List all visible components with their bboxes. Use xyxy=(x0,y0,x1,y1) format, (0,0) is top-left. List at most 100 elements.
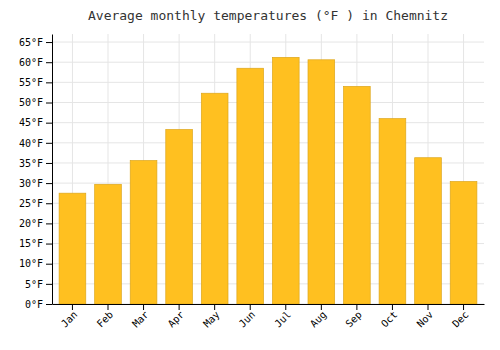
tick-label: 35°F xyxy=(19,158,43,169)
tick-mark xyxy=(108,304,109,310)
tick: Aug xyxy=(308,304,329,330)
tick-label: Sep xyxy=(343,309,364,330)
tick-label: 0°F xyxy=(25,299,43,310)
axis-line xyxy=(52,35,53,305)
axis-line xyxy=(53,304,485,305)
bar xyxy=(59,193,86,304)
bar xyxy=(237,68,264,304)
tick: Sep xyxy=(343,304,364,330)
tick-mark xyxy=(46,304,52,305)
tick-mark xyxy=(250,304,251,310)
grid xyxy=(52,34,484,304)
tick-label: Nov xyxy=(415,309,436,330)
tick: 45°F xyxy=(19,117,52,128)
tick-label: Aug xyxy=(308,309,329,330)
bar xyxy=(415,158,442,304)
tick-label: Jul xyxy=(272,309,293,330)
tick-mark xyxy=(46,284,52,285)
tick: 55°F xyxy=(19,77,52,88)
tick-mark xyxy=(179,304,180,310)
tick-label: Feb xyxy=(95,309,116,330)
tick-mark xyxy=(463,304,464,310)
tick-mark xyxy=(46,244,52,245)
tick-mark xyxy=(46,163,52,164)
tick-label: Jun xyxy=(237,309,258,330)
tick: 10°F xyxy=(19,258,52,269)
tick-mark xyxy=(46,143,52,144)
tick-label: 20°F xyxy=(19,218,43,229)
tick-mark xyxy=(214,304,215,310)
tick-mark xyxy=(321,304,322,310)
tick: 25°F xyxy=(19,198,52,209)
tick-mark xyxy=(46,82,52,83)
y-axis: 0°F 5°F 10°F 15°F 20°F 25°F 30°F 35°F 40°F 45°F 50… xyxy=(19,35,53,310)
tick-mark xyxy=(46,103,52,104)
tick-mark xyxy=(46,223,52,224)
tick-label: Jan xyxy=(59,309,80,330)
tick-label: 50°F xyxy=(19,97,43,108)
tick-mark xyxy=(46,123,52,124)
tick-mark xyxy=(46,203,52,204)
tick-label: 10°F xyxy=(19,258,43,269)
bar xyxy=(450,181,477,304)
bar xyxy=(201,93,228,304)
tick-mark xyxy=(392,304,393,310)
title: Average monthly temperatures (°F ) in Ch… xyxy=(88,8,448,23)
tick-mark xyxy=(46,62,52,63)
tick: Mar xyxy=(130,304,151,330)
tick-label: 40°F xyxy=(19,138,43,149)
tick: 15°F xyxy=(19,238,52,249)
tick-mark xyxy=(72,304,73,310)
plot: Jan Feb Mar Apr May Jun Jul Aug Sep Oct Nov Dec 0°F 5… xyxy=(19,34,485,330)
tick: Jan xyxy=(59,304,80,330)
tick-label: 25°F xyxy=(19,198,43,209)
tick: Dec xyxy=(450,304,471,330)
tick: Jun xyxy=(237,304,258,330)
bar xyxy=(166,130,193,304)
bar xyxy=(95,184,122,304)
tick: 35°F xyxy=(19,158,52,169)
tick: May xyxy=(201,304,222,330)
grid-line xyxy=(52,102,484,103)
grid-line xyxy=(52,122,484,123)
tick-label: May xyxy=(201,309,222,330)
tick-label: 45°F xyxy=(19,117,43,128)
bar xyxy=(130,161,157,304)
tick-label: 5°F xyxy=(25,279,43,290)
tick-label: 60°F xyxy=(19,57,43,68)
bar xyxy=(308,60,335,304)
tick: 50°F xyxy=(19,97,52,108)
tick-mark xyxy=(356,304,357,310)
tick-label: Dec xyxy=(450,309,471,330)
tick: Jul xyxy=(272,304,293,330)
tick: Feb xyxy=(95,304,116,330)
tick: 40°F xyxy=(19,138,52,149)
tick: 5°F xyxy=(25,279,52,290)
x-axis: Jan Feb Mar Apr May Jun Jul Aug Sep Oct Nov Dec xyxy=(53,304,485,330)
bar xyxy=(379,119,406,304)
grid-line xyxy=(52,142,484,143)
tick-label: 65°F xyxy=(19,37,43,48)
chart: Jan Feb Mar Apr May Jun Jul Aug Sep Oct Nov Dec 0°F 5… xyxy=(0,0,500,350)
grid-line xyxy=(52,62,484,63)
tick-mark xyxy=(143,304,144,310)
tick: Apr xyxy=(166,304,187,330)
tick: 60°F xyxy=(19,57,52,68)
tick-label: 30°F xyxy=(19,178,43,189)
bars xyxy=(59,57,477,304)
tick-label: 15°F xyxy=(19,238,43,249)
tick-mark xyxy=(46,183,52,184)
bar xyxy=(344,86,371,304)
tick-mark xyxy=(285,304,286,310)
tick: 65°F xyxy=(19,37,52,48)
tick: 20°F xyxy=(19,218,52,229)
tick-label: Apr xyxy=(166,309,187,330)
bar xyxy=(272,57,299,304)
tick-label: Oct xyxy=(379,309,400,330)
tick: 0°F xyxy=(25,299,52,310)
tick: Nov xyxy=(415,304,436,330)
tick-label: Mar xyxy=(130,309,151,330)
tick-label: 55°F xyxy=(19,77,43,88)
tick: 30°F xyxy=(19,178,52,189)
tick-mark xyxy=(428,304,429,310)
